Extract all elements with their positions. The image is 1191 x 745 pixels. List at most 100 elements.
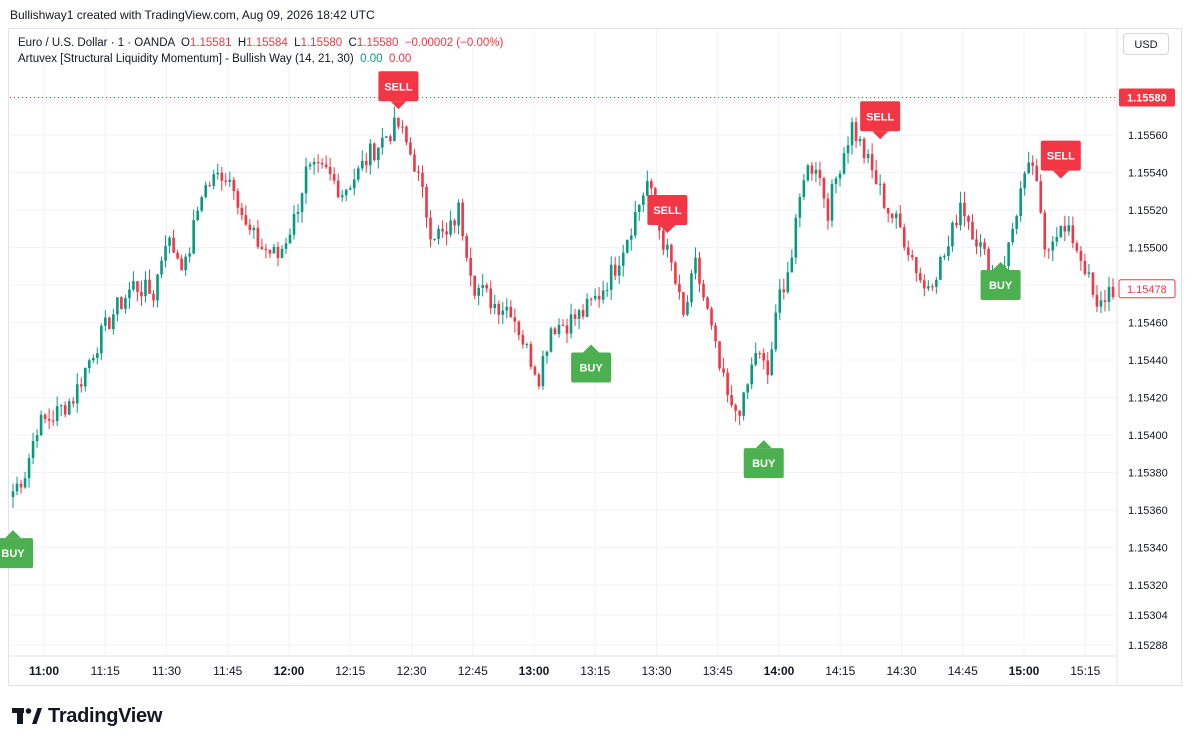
candle bbox=[11, 483, 15, 508]
candle bbox=[449, 210, 452, 238]
candle bbox=[132, 271, 135, 292]
chart-grid bbox=[10, 29, 1117, 656]
tradingview-logo[interactable]: TradingView bbox=[12, 704, 162, 728]
candle bbox=[935, 276, 938, 294]
price-axis: 1.155601.155401.155201.155001.154801.154… bbox=[1118, 88, 1176, 652]
candle-body bbox=[870, 153, 874, 171]
high-label: H bbox=[237, 37, 247, 49]
candle bbox=[1111, 278, 1115, 300]
indicator-name[interactable]: Artuvex [Structural Liquidity Momentum] … bbox=[18, 53, 354, 65]
candle bbox=[364, 152, 368, 173]
candle bbox=[573, 308, 577, 327]
candle-body bbox=[545, 351, 549, 356]
candle-body bbox=[561, 324, 565, 326]
currency-button[interactable]: USD bbox=[1123, 33, 1169, 55]
candle bbox=[497, 300, 501, 324]
candle-body bbox=[521, 335, 525, 345]
candle bbox=[778, 278, 782, 320]
candle-body bbox=[866, 153, 870, 159]
candle-body bbox=[116, 297, 119, 315]
candle-body bbox=[39, 414, 43, 436]
candle bbox=[356, 165, 360, 183]
candle-body bbox=[959, 202, 962, 226]
signal-box bbox=[860, 101, 901, 132]
candle bbox=[698, 251, 701, 293]
candle-body bbox=[746, 384, 749, 393]
candle-body bbox=[204, 185, 208, 198]
candle bbox=[284, 237, 288, 254]
candle bbox=[525, 342, 529, 349]
candle bbox=[694, 247, 697, 280]
candle bbox=[637, 204, 641, 221]
candle-body bbox=[987, 248, 990, 277]
candle bbox=[1043, 209, 1047, 258]
candle bbox=[975, 229, 978, 255]
candle-body bbox=[1075, 243, 1079, 251]
candle-body bbox=[955, 222, 958, 226]
candle bbox=[774, 304, 778, 353]
candle-body bbox=[348, 188, 352, 190]
candle-body bbox=[445, 231, 448, 235]
y-tick-label: 1.15304 bbox=[1128, 610, 1168, 622]
candle-body bbox=[621, 252, 625, 266]
candle-body bbox=[393, 117, 396, 142]
candle-body bbox=[276, 246, 280, 258]
candle-body bbox=[497, 303, 501, 315]
candle-body bbox=[481, 285, 485, 288]
candle bbox=[1047, 248, 1051, 259]
legend-row-indicator: Artuvex [Structural Liquidity Momentum] … bbox=[18, 51, 503, 67]
candle bbox=[220, 166, 224, 191]
signal-markers: BUY SELL BUY SELL BUY SELL BUY SELL bbox=[0, 71, 1081, 569]
candle-body bbox=[674, 262, 677, 284]
candle-body bbox=[565, 325, 569, 334]
candle-body bbox=[200, 197, 203, 211]
candle-body bbox=[814, 169, 818, 174]
candle-body bbox=[51, 420, 55, 422]
candle-body bbox=[364, 160, 368, 166]
candle bbox=[866, 149, 870, 164]
candle-body bbox=[601, 290, 605, 300]
candle-body bbox=[164, 245, 167, 261]
candle bbox=[116, 297, 119, 322]
candle bbox=[1099, 291, 1103, 314]
candle-body bbox=[1095, 294, 1099, 307]
candle bbox=[180, 254, 183, 271]
candle bbox=[947, 235, 950, 261]
y-tick-label: 1.15420 bbox=[1128, 393, 1168, 405]
symbol-label[interactable]: Euro / U.S. Dollar · 1 · OANDA bbox=[18, 37, 175, 49]
y-tick-label: 1.15380 bbox=[1128, 468, 1168, 480]
candle-body bbox=[714, 325, 717, 342]
candle bbox=[1083, 254, 1087, 276]
candle bbox=[541, 350, 545, 391]
candle bbox=[963, 191, 966, 227]
signal-label: SELL bbox=[1047, 151, 1075, 163]
candle bbox=[368, 139, 372, 175]
candle-body bbox=[1063, 226, 1067, 232]
candle-body bbox=[878, 183, 882, 185]
change-value: −0.00002 (−0.00%) bbox=[404, 37, 504, 49]
candle bbox=[1103, 289, 1107, 312]
candle-body bbox=[935, 279, 938, 287]
candle bbox=[1091, 272, 1095, 298]
candle bbox=[951, 220, 954, 252]
candle-body bbox=[637, 204, 641, 212]
candle-body bbox=[168, 237, 171, 246]
candle-body bbox=[385, 136, 388, 138]
candle bbox=[870, 143, 874, 179]
candle bbox=[96, 347, 99, 365]
x-tick-label: 12:30 bbox=[396, 664, 426, 678]
signal-pointer bbox=[5, 530, 21, 539]
candle bbox=[15, 476, 19, 496]
candle bbox=[766, 351, 770, 384]
candle-body bbox=[373, 143, 376, 161]
candle-body bbox=[854, 122, 858, 142]
candle bbox=[437, 225, 440, 245]
candle bbox=[838, 170, 842, 187]
candle-body bbox=[15, 483, 19, 492]
candle-body bbox=[830, 184, 834, 221]
candle-body bbox=[629, 235, 633, 240]
candle-body bbox=[762, 353, 766, 361]
candle bbox=[465, 233, 468, 262]
candle-body bbox=[83, 368, 87, 387]
